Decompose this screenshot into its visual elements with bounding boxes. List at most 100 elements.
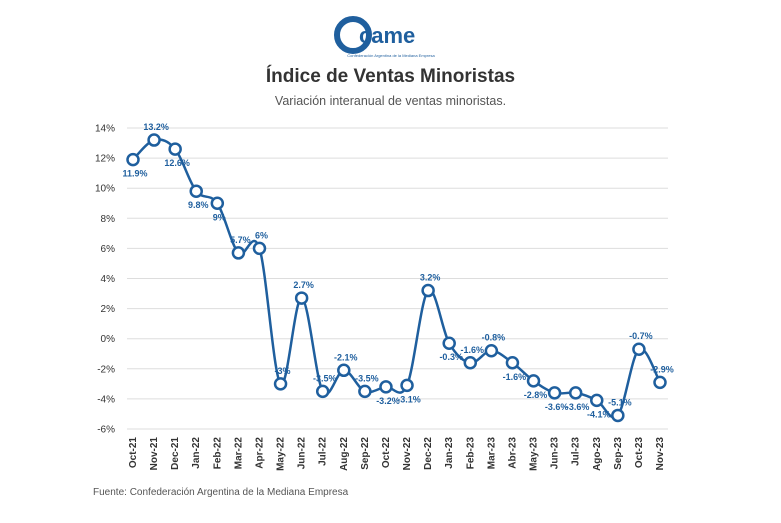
data-point xyxy=(147,133,161,147)
data-label: -2.8% xyxy=(524,390,548,400)
data-label: 12.6% xyxy=(164,158,190,168)
y-tick-label: -4% xyxy=(97,394,115,405)
data-point xyxy=(505,356,520,370)
data-label: -0.3% xyxy=(439,352,463,362)
data-label: -3.6% xyxy=(566,402,590,412)
data-label: -2.1% xyxy=(334,352,358,362)
x-tick-label: Sep-23 xyxy=(613,437,624,470)
logo-ring xyxy=(333,16,372,54)
data-label: 6% xyxy=(255,230,268,240)
y-tick-label: 4% xyxy=(101,274,116,285)
y-tick-label: -6% xyxy=(97,425,115,436)
x-tick-label: Mar-23 xyxy=(486,437,497,470)
y-tick-label: 6% xyxy=(101,244,116,255)
data-label: -3.2% xyxy=(376,396,400,406)
x-tick-label: Aug-22 xyxy=(339,437,350,471)
data-point xyxy=(358,384,372,399)
grid-lines xyxy=(127,127,668,430)
data-label: 9% xyxy=(213,212,226,222)
data-label: -0.7% xyxy=(629,331,653,341)
data-label: 2.7% xyxy=(293,280,314,290)
came-logo-mark: came Confederación Argentina de la Media… xyxy=(333,16,435,58)
data-point xyxy=(484,343,499,358)
x-tick-label: Sep-22 xyxy=(360,437,371,470)
x-tick-label: May-23 xyxy=(529,437,540,471)
x-tick-label: Jul-23 xyxy=(571,437,582,466)
y-tick-label: 2% xyxy=(101,304,116,315)
data-point xyxy=(653,375,667,390)
data-point xyxy=(231,246,246,260)
data-label: -1.6% xyxy=(461,345,485,355)
y-tick-label: 14% xyxy=(95,124,115,135)
x-tick-label: Oct-22 xyxy=(381,437,392,469)
x-tick-label: Jan-23 xyxy=(444,437,455,469)
data-point xyxy=(611,408,625,423)
data-point xyxy=(632,342,646,356)
x-tick-label: Nov-23 xyxy=(655,437,666,471)
data-label: -3.1% xyxy=(397,394,421,404)
x-tick-label: Dec-21 xyxy=(170,437,181,470)
data-label: -2.9% xyxy=(650,364,674,374)
data-point xyxy=(294,291,309,305)
data-point xyxy=(168,142,182,156)
data-point xyxy=(337,363,351,378)
data-point xyxy=(590,393,604,408)
data-label: -5.1% xyxy=(608,397,632,407)
data-point xyxy=(210,196,225,210)
data-label: -0.8% xyxy=(482,333,506,343)
x-tick-label: Oct-21 xyxy=(128,437,139,469)
x-tick-label: Nov-21 xyxy=(149,437,160,471)
logo-subtitle: Confederación Argentina de la Mediana Em… xyxy=(347,53,435,58)
x-tick-label: Jul-22 xyxy=(318,437,329,466)
x-tick-label: Jan-22 xyxy=(191,437,202,469)
source-note: Fuente: Confederación Argentina de la Me… xyxy=(93,487,349,498)
data-label: -4.1% xyxy=(587,409,611,419)
chart-subtitle: Variación interanual de ventas minorista… xyxy=(274,94,507,108)
x-tick-label: Feb-23 xyxy=(465,437,476,470)
data-point xyxy=(379,380,393,394)
data-label: -3.6% xyxy=(545,402,569,412)
x-tick-label: May-22 xyxy=(276,437,287,471)
x-tick-label: Dec-22 xyxy=(423,437,434,470)
data-point xyxy=(526,374,541,388)
data-label: -3.5% xyxy=(355,373,379,383)
data-label: 11.9% xyxy=(122,169,147,179)
data-point xyxy=(442,336,456,350)
data-point xyxy=(463,356,478,370)
x-tick-label: Oct-23 xyxy=(634,437,645,469)
data-point xyxy=(315,384,330,399)
y-tick-label: 10% xyxy=(95,184,115,195)
x-tick-label: Ago-23 xyxy=(592,437,603,471)
x-tick-label: Mar-22 xyxy=(233,437,244,470)
data-point xyxy=(400,378,414,393)
data-labels: 11.9% 13.2% 12.6% 9.8% 9% 5.7% 6% -3% 2.7% -3.5% -… xyxy=(122,122,673,419)
data-point xyxy=(421,283,435,298)
data-point xyxy=(126,152,140,167)
data-label: -3.5% xyxy=(313,373,337,383)
y-tick-label: -2% xyxy=(97,364,115,375)
x-tick-label: Feb-22 xyxy=(212,437,223,470)
data-label: 9.8% xyxy=(188,200,209,210)
data-point xyxy=(547,386,562,400)
data-label: 13.2% xyxy=(143,122,169,132)
data-label: 3.2% xyxy=(420,273,441,283)
y-tick-label: 8% xyxy=(101,214,116,225)
came-logo: came Confederación Argentina de la Media… xyxy=(0,16,781,65)
y-tick-label: 12% xyxy=(95,154,115,165)
x-tick-label: Apr-22 xyxy=(254,437,265,469)
x-tick-label: Jun-23 xyxy=(550,437,561,470)
x-tick-label: Abr-23 xyxy=(507,437,518,469)
data-point xyxy=(273,377,288,391)
data-point xyxy=(568,386,583,400)
data-point xyxy=(252,241,267,256)
data-label: 5.7% xyxy=(230,235,251,245)
y-axis: 14% 12% 10% 8% 6% 4% 2% 0% -2% -4% -6% xyxy=(95,124,115,436)
logo-text: came xyxy=(359,23,415,48)
data-label: -1.6% xyxy=(503,372,527,382)
chart-title: Índice de Ventas Minoristas xyxy=(265,66,516,87)
data-points xyxy=(126,133,667,423)
x-axis: Oct-21 Nov-21 Dec-21 Jan-22 Feb-22 Mar-22 Apr-… xyxy=(128,437,666,471)
x-tick-label: Jun-22 xyxy=(297,437,308,470)
data-point xyxy=(189,184,203,198)
